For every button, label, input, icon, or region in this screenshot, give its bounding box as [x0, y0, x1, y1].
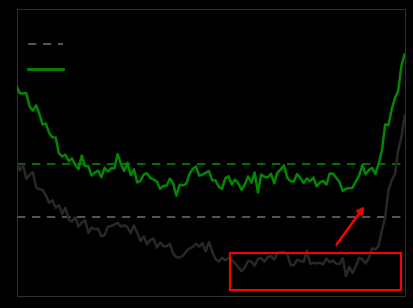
Bar: [230, 253, 401, 290]
